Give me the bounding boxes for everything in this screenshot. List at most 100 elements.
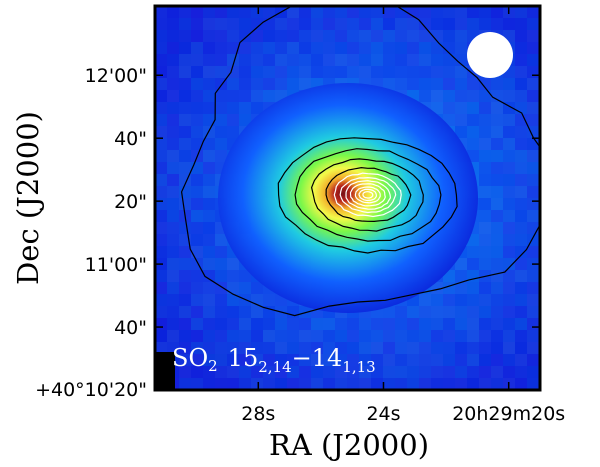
map-pixel [335,318,347,330]
map-pixel [455,318,467,330]
map-pixel [431,342,443,354]
map-pixel [227,282,239,294]
map-pixel [335,42,347,54]
map-pixel [167,198,179,210]
map-pixel [491,318,503,330]
map-pixel [203,66,215,78]
map-pixel [227,42,239,54]
x-tick-label: 20h29m20s [452,403,565,425]
map-pixel [167,162,179,174]
map-pixel [515,342,527,354]
map-pixel [215,366,227,378]
map-pixel [491,90,503,102]
y-tick-label: 12'00" [85,65,147,87]
map-pixel [527,6,539,18]
map-pixel [455,6,467,18]
map-pixel [503,150,515,162]
map-pixel [359,54,371,66]
map-pixel [527,90,539,102]
map-pixel [479,138,491,150]
map-pixel [191,102,203,114]
map-pixel [179,378,191,390]
map-pixel [443,6,455,18]
map-pixel [515,282,527,294]
map-pixel [371,42,383,54]
contour-level [349,183,386,207]
map-pixel [155,162,167,174]
map-pixel [179,66,191,78]
map-pixel [227,294,239,306]
map-pixel [395,30,407,42]
map-pixel [347,18,359,30]
map-pixel [467,354,479,366]
map-pixel [395,18,407,30]
map-pixel [371,18,383,30]
map-pixel [203,198,215,210]
map-pixel [491,306,503,318]
map-pixel [251,282,263,294]
map-pixel [527,54,539,66]
map-pixel [503,282,515,294]
map-pixel [443,42,455,54]
map-pixel [371,378,383,390]
map-pixel [227,66,239,78]
map-pixel [251,6,263,18]
map-pixel [167,54,179,66]
map-pixel [479,222,491,234]
map-pixel [395,354,407,366]
map-pixel [455,114,467,126]
map-pixel [527,222,539,234]
contour-level [310,158,424,232]
map-pixel [467,138,479,150]
map-pixel [191,306,203,318]
map-pixel [407,366,419,378]
map-pixel [179,342,191,354]
map-pixel [191,138,203,150]
map-pixel [347,366,359,378]
map-pixel [227,6,239,18]
map-pixel [191,126,203,138]
map-pixel [299,30,311,42]
map-pixel [419,66,431,78]
map-pixel [443,318,455,330]
map-pixel [227,126,239,138]
map-pixel [455,102,467,114]
map-pixel [227,354,239,366]
map-pixel [395,330,407,342]
map-pixel [515,42,527,54]
map-pixel [491,162,503,174]
map-pixel [419,366,431,378]
map-pixel [155,42,167,54]
map-pixel [203,282,215,294]
map-pixel [263,30,275,42]
map-pixel [467,102,479,114]
map-pixel [191,210,203,222]
map-pixel [503,198,515,210]
map-pixel [203,102,215,114]
map-pixel [263,330,275,342]
map-pixel [323,66,335,78]
map-pixel [203,6,215,18]
map-pixel [287,54,299,66]
map-pixel [323,6,335,18]
map-pixel [443,54,455,66]
map-pixel [335,18,347,30]
map-pixel [311,378,323,390]
map-pixel [263,366,275,378]
map-pixel [467,318,479,330]
map-pixel [347,54,359,66]
map-pixel [479,102,491,114]
map-pixel [311,342,323,354]
map-pixel [527,330,539,342]
contour-lines [180,6,540,317]
map-pixel [215,234,227,246]
x-tick-label: 28s [241,403,275,425]
map-pixel [203,342,215,354]
map-pixel [215,114,227,126]
map-pixel [203,222,215,234]
map-pixel [167,78,179,90]
map-pixel [215,378,227,390]
map-pixel [407,78,419,90]
map-pixel [407,318,419,330]
map-pixel [491,378,503,390]
